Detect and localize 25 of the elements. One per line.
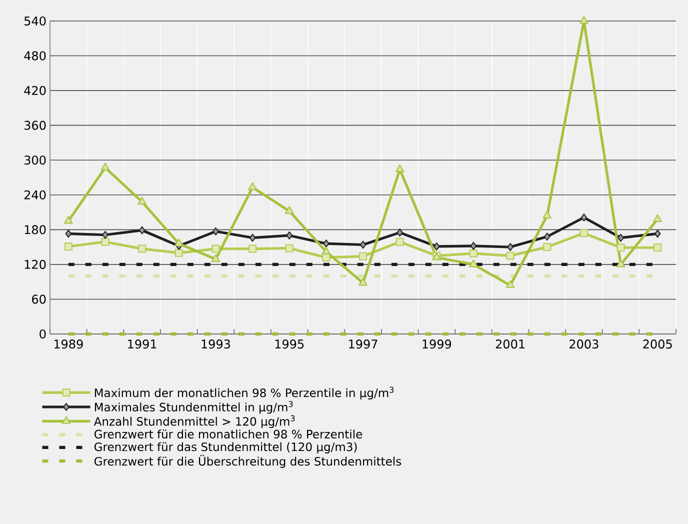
x-tick-label: 1991 <box>128 340 156 349</box>
legend-label: Maximum der monatlichen 98 % Perzentile in µg/m$^{3}$ <box>94 386 394 400</box>
y-tick-label: 240 <box>24 190 46 200</box>
x-tick-label: 1993 <box>202 340 230 349</box>
y-tick-label: 360 <box>24 120 46 130</box>
x-tick-label: 2001 <box>496 340 524 349</box>
legend-label: Maximales Stundenmittel in µg/m$^{3}$ <box>94 400 293 414</box>
legend-label: Grenzwert für die monatlichen 98 % Perzentile <box>94 430 362 438</box>
x-tick-label: 1989 <box>54 340 83 349</box>
y-tick-label: 540 <box>24 16 46 26</box>
y-tick-label: 300 <box>24 156 46 165</box>
y-tick-label: 480 <box>24 51 46 60</box>
y-tick-label: 120 <box>24 260 46 269</box>
x-tick-label: 2003 <box>570 340 598 349</box>
y-tick-label: 60 <box>32 294 46 304</box>
x-tick-label: 2005 <box>643 340 672 349</box>
legend-label: Anzahl Stundenmittel > 120 µg/m$^{3}$ <box>94 415 295 428</box>
legend-label: Grenzwert für die Überschreitung des Stundenmittels <box>94 455 402 468</box>
legend-label: Grenzwert für das Stundenmittel (120 µg/m3) <box>94 442 357 454</box>
y-tick-label: 420 <box>24 86 46 96</box>
x-tick-label: 1999 <box>422 340 452 349</box>
y-tick-label: 0 <box>40 329 46 339</box>
x-tick-label: 1997 <box>349 340 378 349</box>
x-tick-label: 1995 <box>275 340 304 349</box>
y-tick-label: 180 <box>24 225 46 234</box>
